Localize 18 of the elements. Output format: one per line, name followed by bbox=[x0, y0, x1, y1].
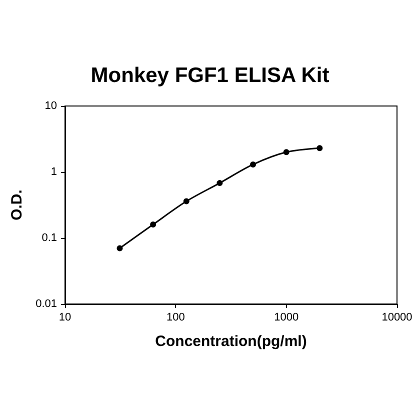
x-tick-label: 10000 bbox=[382, 312, 412, 324]
x-tick-label: 1000 bbox=[274, 312, 299, 324]
y-tick-label: 10 bbox=[44, 100, 57, 112]
y-tick-label: 0.1 bbox=[42, 232, 57, 244]
point bbox=[183, 198, 190, 204]
y-tick-label: 1 bbox=[50, 166, 57, 178]
x-tick-label: 10 bbox=[58, 312, 72, 324]
point bbox=[150, 222, 156, 228]
point bbox=[250, 161, 256, 168]
point bbox=[283, 149, 290, 156]
point bbox=[116, 245, 123, 252]
x-axis-title: Concentration(pg/ml) bbox=[155, 333, 307, 350]
point bbox=[316, 145, 323, 152]
y-tick-label: 0.01 bbox=[36, 298, 57, 310]
y-axis-title: O.D. bbox=[8, 190, 26, 220]
point bbox=[216, 180, 223, 186]
x-tick-label: 100 bbox=[166, 312, 185, 324]
chart-title: Monkey FGF1 ELISA Kit bbox=[90, 64, 330, 87]
